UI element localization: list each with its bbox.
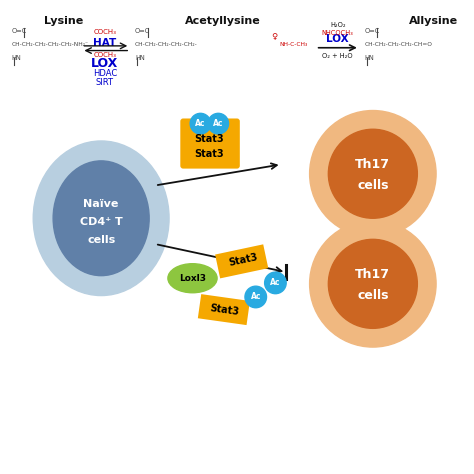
Text: O=C: O=C [11,28,27,34]
Text: CH-CH₂-CH₂-CH₂-CH₂-: CH-CH₂-CH₂-CH₂-CH₂- [135,42,198,46]
Text: HAT: HAT [93,38,117,48]
Text: HN: HN [11,55,21,61]
Circle shape [190,113,211,134]
FancyBboxPatch shape [180,118,240,169]
Text: Allysine: Allysine [409,16,458,26]
Ellipse shape [328,129,417,218]
Text: O₂ + H₂O: O₂ + H₂O [322,53,353,59]
Text: Th17: Th17 [356,158,391,171]
Polygon shape [215,244,268,278]
Ellipse shape [33,141,169,296]
Text: LOX: LOX [91,57,118,70]
Polygon shape [198,294,250,325]
Text: Lysine: Lysine [44,16,83,26]
Text: LOX: LOX [327,34,349,44]
Ellipse shape [310,220,436,347]
Text: cells: cells [357,179,389,192]
Text: NHCOCH₃: NHCOCH₃ [322,30,354,36]
Circle shape [264,272,286,294]
Circle shape [245,286,266,308]
Text: ♀: ♀ [272,32,278,41]
Text: CH-CH₂-CH₂-CH₂-CH=O: CH-CH₂-CH₂-CH₂-CH=O [365,42,432,46]
Text: Naïve: Naïve [83,199,119,209]
Text: HN: HN [135,55,145,61]
Text: Ac: Ac [270,278,281,287]
Text: HDAC: HDAC [93,70,117,79]
Ellipse shape [310,110,436,237]
Text: SIRT: SIRT [96,78,114,87]
Text: O=C: O=C [135,28,150,34]
Text: Ac: Ac [250,292,261,301]
Text: Ac: Ac [213,119,224,128]
Text: O=C: O=C [365,28,380,34]
Text: Stat3: Stat3 [209,302,239,317]
Ellipse shape [53,161,149,276]
Text: COCH₃: COCH₃ [93,29,116,35]
Text: COCH₃: COCH₃ [93,52,116,58]
Text: cells: cells [87,235,115,245]
Text: Loxl3: Loxl3 [179,273,206,283]
Text: Th17: Th17 [356,268,391,281]
Text: Stat3: Stat3 [194,134,224,144]
Text: HN: HN [365,55,374,61]
Text: CD4⁺ T: CD4⁺ T [80,217,122,227]
Text: Acetyllysine: Acetyllysine [185,16,261,26]
Ellipse shape [168,264,217,293]
Ellipse shape [328,239,417,328]
Text: Stat3: Stat3 [227,253,258,268]
Text: Ac: Ac [195,119,206,128]
Text: cells: cells [357,289,389,302]
Text: NH-C-CH₃: NH-C-CH₃ [279,42,308,46]
Text: Stat3: Stat3 [194,149,224,159]
Text: CH-CH₂-CH₂-CH₂-CH₂-NH₂⁻: CH-CH₂-CH₂-CH₂-CH₂-NH₂⁻ [11,42,88,46]
Text: H₂O₂: H₂O₂ [330,22,346,28]
Circle shape [208,113,228,134]
